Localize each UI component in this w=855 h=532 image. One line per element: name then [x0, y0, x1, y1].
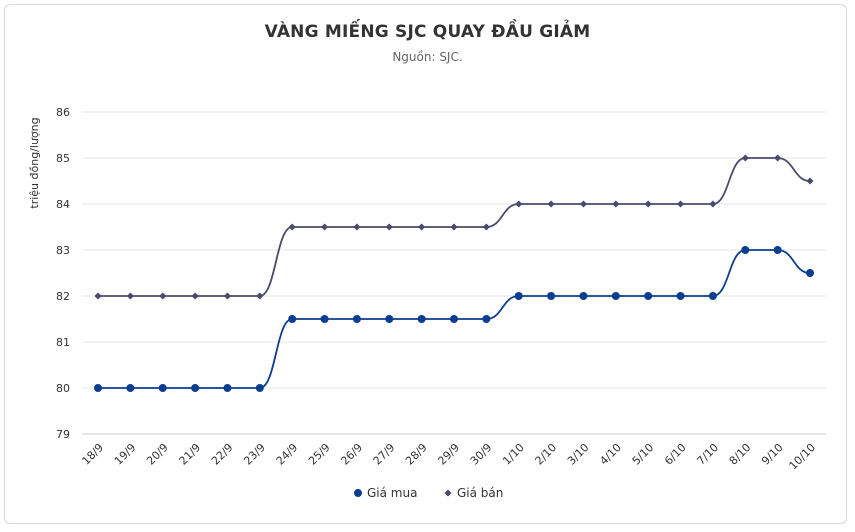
y-tick-label: 86: [56, 106, 70, 119]
x-tick-label: 30/9: [468, 441, 495, 468]
data-point[interactable]: [450, 223, 458, 231]
x-tick-label: 2/10: [533, 441, 560, 468]
data-point[interactable]: [385, 315, 394, 323]
data-point[interactable]: [288, 223, 296, 231]
data-point[interactable]: [482, 223, 490, 231]
data-point[interactable]: [773, 246, 782, 254]
x-tick-label: 22/9: [209, 441, 236, 468]
data-point[interactable]: [126, 292, 134, 300]
data-point[interactable]: [191, 292, 199, 300]
y-tick-label: 79: [56, 428, 70, 441]
x-tick-label: 21/9: [177, 441, 204, 468]
x-tick-label: 20/9: [144, 441, 171, 468]
data-point[interactable]: [579, 292, 588, 300]
y-tick-label: 84: [56, 198, 70, 211]
data-point[interactable]: [774, 154, 782, 162]
x-tick-label: 4/10: [597, 441, 624, 468]
chart-frame: [4, 4, 847, 524]
data-point[interactable]: [94, 384, 102, 392]
data-point[interactable]: [223, 292, 231, 300]
data-point[interactable]: [676, 292, 685, 300]
x-tick-label: 19/9: [112, 441, 139, 468]
x-tick-label: 3/10: [565, 441, 592, 468]
y-tick-label: 83: [56, 244, 70, 257]
data-point[interactable]: [709, 200, 717, 208]
data-point[interactable]: [612, 200, 620, 208]
data-point[interactable]: [708, 292, 717, 300]
data-point[interactable]: [514, 292, 523, 300]
data-point[interactable]: [352, 315, 361, 323]
x-tick-label: 9/10: [759, 441, 786, 468]
data-point[interactable]: [806, 177, 814, 185]
data-point[interactable]: [418, 223, 426, 231]
legend-label[interactable]: Giá mua: [367, 486, 417, 500]
data-point[interactable]: [158, 384, 167, 392]
x-tick-label: 28/9: [403, 441, 430, 468]
data-point[interactable]: [223, 384, 232, 392]
series-group: [94, 154, 814, 392]
y-tick-label: 85: [56, 152, 70, 165]
legend-marker: [444, 489, 452, 497]
x-tick-label: 23/9: [241, 441, 268, 468]
data-point[interactable]: [94, 292, 102, 300]
data-point[interactable]: [417, 315, 426, 323]
x-tick-label: 18/9: [79, 441, 106, 468]
x-tick-label: 5/10: [630, 441, 657, 468]
x-tick-label: 7/10: [694, 441, 721, 468]
data-point[interactable]: [450, 315, 458, 323]
y-tick-label: 81: [56, 336, 70, 349]
x-tick-label: 10/10: [787, 441, 819, 473]
y-axis-label: triệu đồng/lượng: [28, 117, 41, 208]
x-tick-label: 8/10: [727, 441, 754, 468]
data-point[interactable]: [353, 223, 361, 231]
data-point[interactable]: [320, 315, 329, 323]
x-tick-label: 25/9: [306, 441, 333, 468]
data-point[interactable]: [515, 200, 523, 208]
data-point[interactable]: [159, 292, 167, 300]
data-point[interactable]: [256, 292, 264, 300]
y-tick-label: 80: [56, 382, 70, 395]
data-point[interactable]: [321, 223, 329, 231]
chart-title: VÀNG MIẾNG SJC QUAY ĐẦU GIẢM: [264, 22, 591, 42]
x-axis-ticks: 18/9 19/9 20/9 21/9 22/9 23/9 24/9 25/9 26/9 27/9…: [79, 441, 818, 473]
x-tick-label: 24/9: [274, 441, 301, 468]
y-axis-ticks: 79 80 81 82 83 84 85 86: [56, 106, 70, 441]
data-point[interactable]: [288, 315, 297, 323]
data-point[interactable]: [741, 154, 749, 162]
data-point[interactable]: [806, 269, 814, 277]
x-tick-label: 29/9: [435, 441, 462, 468]
data-point[interactable]: [126, 384, 135, 392]
x-tick-label: 27/9: [371, 441, 398, 468]
data-point[interactable]: [741, 246, 750, 254]
data-point[interactable]: [385, 223, 393, 231]
data-point[interactable]: [191, 384, 200, 392]
legend-label[interactable]: Giá bán: [457, 486, 503, 500]
data-point[interactable]: [579, 200, 587, 208]
legend[interactable]: Giá mua Giá bán: [354, 486, 503, 500]
chart-subtitle: Nguồn: SJC.: [392, 50, 463, 64]
x-tick-label: 1/10: [500, 441, 527, 468]
data-point[interactable]: [547, 292, 556, 300]
x-tick-label: 26/9: [338, 441, 365, 468]
data-point[interactable]: [677, 200, 685, 208]
data-point[interactable]: [611, 292, 620, 300]
data-point[interactable]: [644, 200, 652, 208]
x-tick-label: 6/10: [662, 441, 689, 468]
legend-marker: [354, 489, 362, 497]
data-point[interactable]: [255, 384, 264, 392]
y-tick-label: 82: [56, 290, 70, 303]
data-point[interactable]: [644, 292, 653, 300]
data-point[interactable]: [547, 200, 555, 208]
data-point[interactable]: [482, 315, 491, 323]
